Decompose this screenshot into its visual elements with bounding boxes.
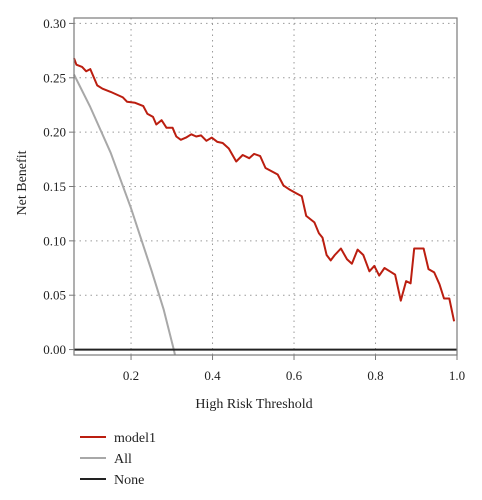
y-tick-label: 0.25 [43,70,66,85]
y-tick-label: 0.30 [43,16,66,31]
y-axis-title: Net Benefit [15,150,30,215]
axis-ticks: 0.2 0.4 0.6 0.8 1.0 0.00 0.05 0.10 0.15 0.20 0.25 0… [43,16,465,383]
x-tick-label: 0.2 [123,368,139,383]
legend-label-model1: model1 [114,431,156,446]
y-tick-label: 0.05 [43,288,66,303]
series-lines [73,57,457,356]
y-tick-label: 0.00 [43,342,66,357]
x-tick-label: 1.0 [449,368,465,383]
legend-label-all: All [114,452,132,467]
legend-label-none: None [114,473,144,488]
y-tick-label: 0.15 [43,179,66,194]
x-tick-label: 0.6 [286,368,303,383]
legend: model1 All None [80,431,156,488]
y-tick-label: 0.20 [43,125,66,140]
grid-lines [74,18,458,355]
x-tick-label: 0.4 [204,368,221,383]
x-tick-label: 0.8 [367,368,383,383]
series-line-all [73,74,176,356]
y-tick-label: 0.10 [43,233,66,248]
series-line-model1 [73,57,456,322]
x-axis-title: High Risk Threshold [195,397,312,412]
